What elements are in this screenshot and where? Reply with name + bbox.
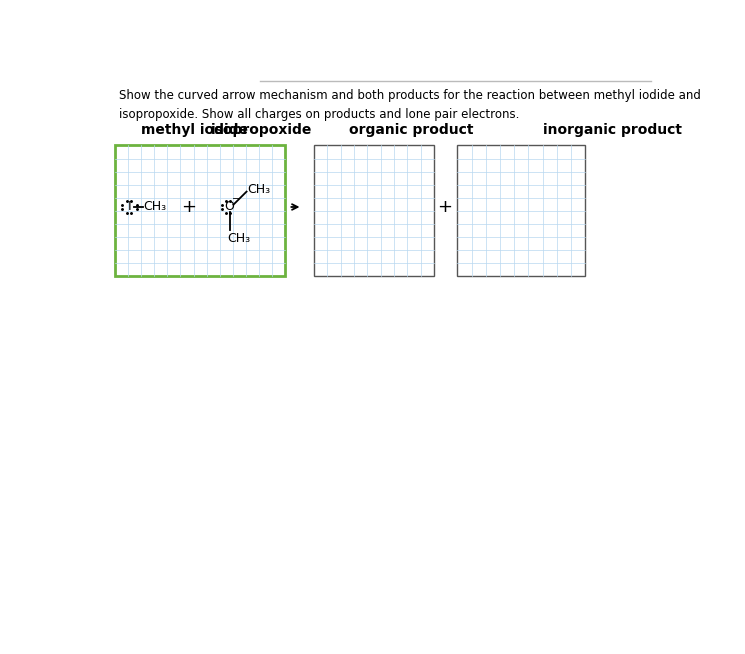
Bar xyxy=(457,145,586,277)
Text: CH₃: CH₃ xyxy=(227,232,250,245)
Text: −: − xyxy=(232,194,240,204)
Text: I: I xyxy=(127,201,131,213)
Bar xyxy=(314,145,434,277)
Text: CH₃: CH₃ xyxy=(144,201,167,213)
Text: O: O xyxy=(224,201,235,213)
Text: +: + xyxy=(181,198,196,216)
Text: +: + xyxy=(437,198,451,216)
Text: inorganic product: inorganic product xyxy=(542,123,682,137)
Text: Show the curved arrow mechanism and both products for the reaction between methy: Show the curved arrow mechanism and both… xyxy=(118,89,700,121)
Text: organic product: organic product xyxy=(349,123,473,137)
Text: CH₃: CH₃ xyxy=(247,182,270,196)
Text: methyl iodide: methyl iodide xyxy=(141,123,248,137)
Text: isopropoxide: isopropoxide xyxy=(211,123,312,137)
Bar xyxy=(115,145,285,277)
